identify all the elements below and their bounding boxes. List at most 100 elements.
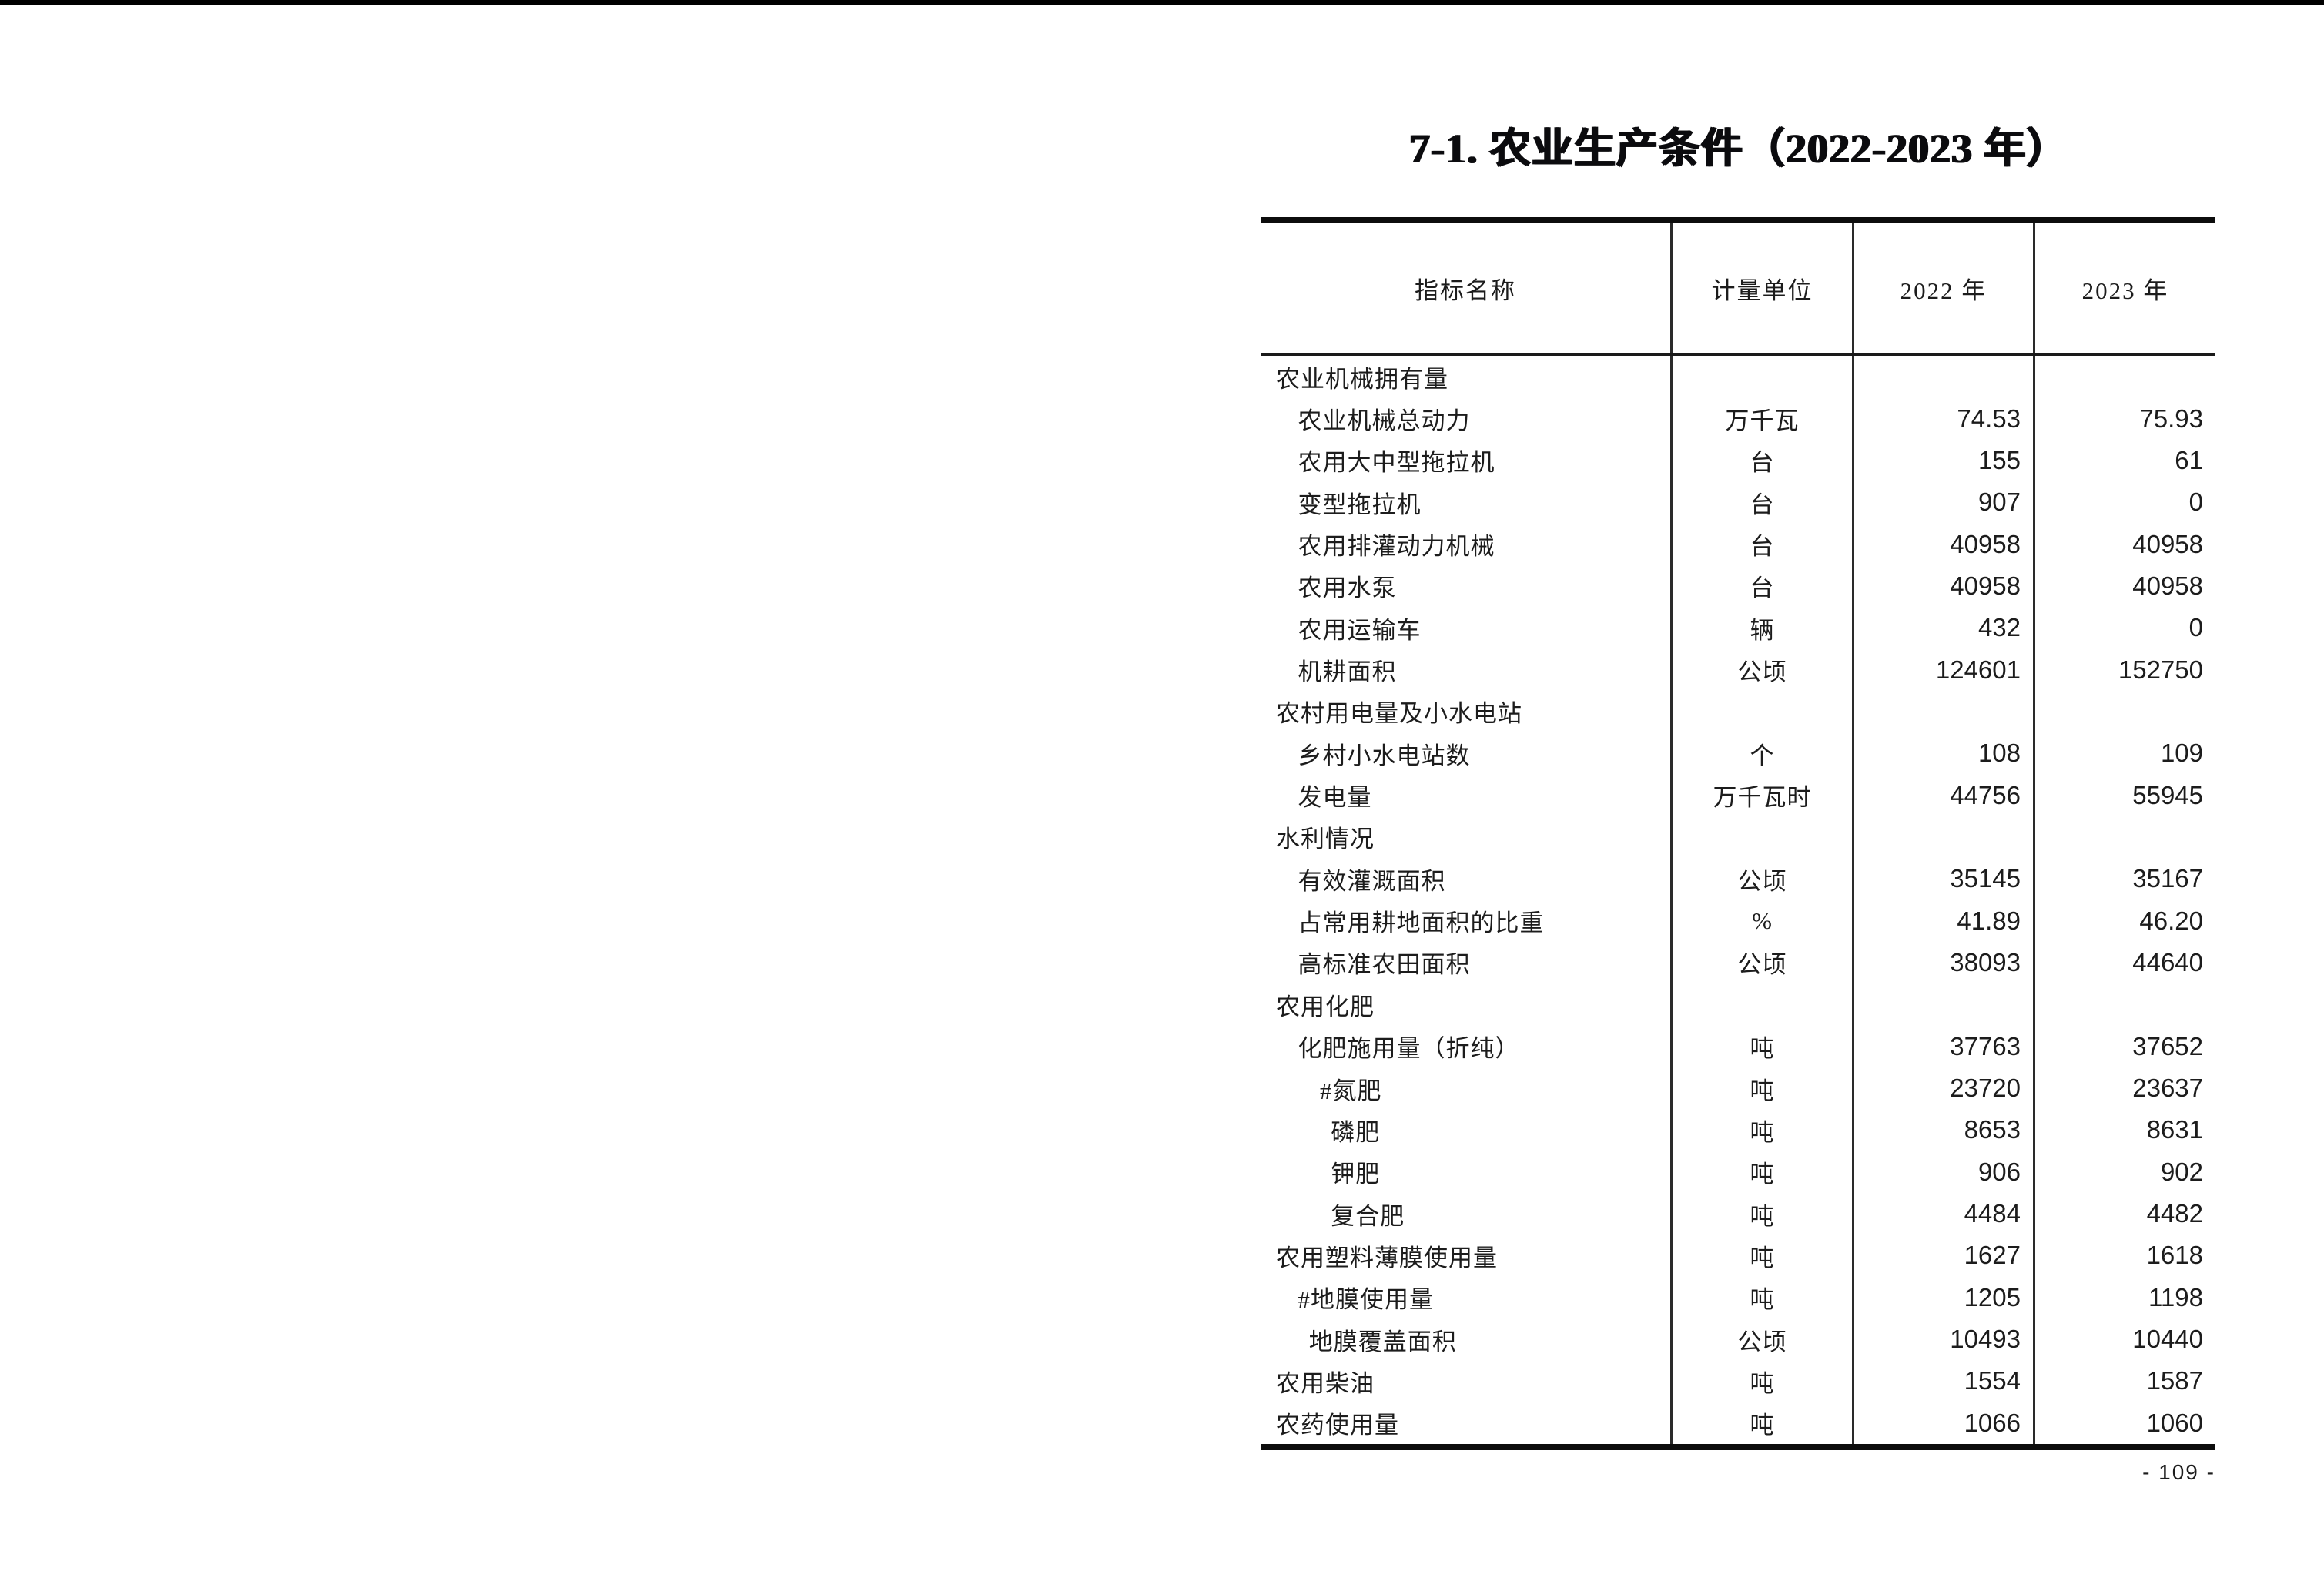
table-row: 农村用电量及小水电站	[1261, 690, 2215, 733]
row-unit: 公顷	[1673, 1318, 1854, 1361]
row-value-2022: 41.89	[1854, 900, 2035, 942]
table-row: 高标准农田面积 公顷 38093 44640	[1261, 941, 2215, 984]
row-value-2022: 1205	[1854, 1276, 2035, 1318]
row-value-2023: 902	[2160, 1157, 2203, 1186]
row-label: 变型拖拉机	[1261, 481, 1673, 524]
row-value-2022: 432	[1854, 607, 2035, 649]
row-value-2023: 109	[2160, 739, 2203, 768]
row-value-2023: 40958	[2132, 571, 2203, 600]
row-label: 农村用电量及小水电站	[1261, 690, 1673, 733]
row-label: 农用排灌动力机械	[1261, 523, 1673, 565]
row-value-2023: 37652	[2132, 1031, 2203, 1060]
stats-table: 指标名称 计量单位 2022 年 2023 年 农业机械拥有量 农业机械总动力 …	[1261, 217, 2215, 1450]
table-row: #地膜使用量 吨 1205 1198	[1261, 1276, 2215, 1318]
row-unit: 辆	[1673, 607, 1854, 649]
page-title: 7-1. 农业生产条件（2022-2023 年）	[1408, 126, 2068, 172]
row-label: 农用水泵	[1261, 565, 1673, 608]
row-label: 地膜覆盖面积	[1261, 1318, 1673, 1361]
row-value-2023: 0	[2188, 613, 2203, 642]
row-value-2022: 23720	[1854, 1067, 2035, 1110]
row-label: 农用塑料薄膜使用量	[1261, 1235, 1673, 1277]
row-unit: 公顷	[1673, 941, 1854, 984]
row-unit: 吨	[1673, 1192, 1854, 1235]
row-value-2023: 10440	[2132, 1325, 2203, 1354]
row-unit: 吨	[1673, 1151, 1854, 1193]
row-value-2023: 55945	[2132, 780, 2203, 809]
row-value-2022: 155	[1854, 439, 2035, 482]
row-value-2023: 1587	[2146, 1366, 2203, 1395]
table-body: 农业机械拥有量 农业机械总动力 万千瓦 74.53 75.93 农用大中型拖拉机…	[1261, 356, 2215, 1444]
row-value-2023: 152750	[2118, 655, 2203, 684]
table-row: #氮肥 吨 23720 23637	[1261, 1067, 2215, 1110]
row-value-2022: 8653	[1854, 1109, 2035, 1151]
row-value-2023: 75.93	[2139, 404, 2203, 433]
row-label: 乡村小水电站数	[1261, 732, 1673, 775]
header-year-2022: 2022 年	[1854, 223, 2035, 353]
row-value-2023: 40958	[2132, 529, 2203, 558]
row-label: 农用柴油	[1261, 1360, 1673, 1402]
table-row: 化肥施用量（折纯） 吨 37763 37652	[1261, 1025, 2215, 1067]
row-unit	[1673, 690, 1854, 733]
row-value-2022: 40958	[1854, 523, 2035, 565]
row-unit: 吨	[1673, 1025, 1854, 1067]
table-row: 复合肥 吨 4484 4482	[1261, 1192, 2215, 1235]
row-unit: 台	[1673, 523, 1854, 565]
row-value-2022	[1854, 356, 2035, 398]
row-unit: 万千瓦时	[1673, 774, 1854, 816]
row-value-2022: 4484	[1854, 1192, 2035, 1235]
row-label: 钾肥	[1261, 1151, 1673, 1193]
table-row: 地膜覆盖面积 公顷 10493 10440	[1261, 1318, 2215, 1361]
row-value-2022: 907	[1854, 481, 2035, 524]
row-value-2023: 0	[2188, 487, 2203, 517]
row-label: 复合肥	[1261, 1192, 1673, 1235]
row-value-2022: 37763	[1854, 1025, 2035, 1067]
row-unit: %	[1673, 900, 1854, 942]
row-value-2023	[2035, 983, 2215, 1025]
table-row: 有效灌溉面积 公顷 35145 35167	[1261, 858, 2215, 900]
table-row: 农用水泵 台 40958 40958	[1261, 565, 2215, 608]
row-value-2022: 10493	[1854, 1318, 2035, 1361]
row-value-2023	[2035, 356, 2215, 397]
table-row: 变型拖拉机 台 907 0	[1261, 481, 2215, 524]
table-row: 水利情况	[1261, 816, 2215, 859]
row-unit: 台	[1673, 439, 1854, 482]
row-label: 农业机械总动力	[1261, 397, 1673, 440]
row-unit: 个	[1673, 732, 1854, 775]
row-value-2022	[1854, 690, 2035, 733]
row-label: 高标准农田面积	[1261, 941, 1673, 984]
row-unit: 吨	[1673, 1276, 1854, 1318]
row-label: 农药使用量	[1261, 1402, 1673, 1444]
row-unit: 台	[1673, 481, 1854, 524]
table-row: 农用排灌动力机械 台 40958 40958	[1261, 523, 2215, 565]
row-label: 水利情况	[1261, 816, 1673, 859]
row-value-2022	[1854, 983, 2035, 1026]
table-row: 占常用耕地面积的比重 % 41.89 46.20	[1261, 900, 2215, 942]
table-row: 农用运输车 辆 432 0	[1261, 607, 2215, 649]
row-unit: 吨	[1673, 1067, 1854, 1110]
page-number: - 109 -	[2142, 1460, 2215, 1484]
row-value-2023	[2035, 691, 2215, 732]
row-value-2023: 1618	[2146, 1241, 2203, 1270]
row-value-2022: 74.53	[1854, 397, 2035, 440]
table-row: 发电量 万千瓦时 44756 55945	[1261, 774, 2215, 816]
row-label: #地膜使用量	[1261, 1276, 1673, 1318]
row-value-2022: 35145	[1854, 858, 2035, 900]
row-label: 机耕面积	[1261, 648, 1673, 691]
row-unit: 台	[1673, 565, 1854, 608]
table-row: 农用柴油 吨 1554 1587	[1261, 1360, 2215, 1402]
row-value-2022: 906	[1854, 1151, 2035, 1193]
row-value-2023: 4482	[2146, 1199, 2203, 1228]
row-label: 占常用耕地面积的比重	[1261, 900, 1673, 942]
header-indicator-name: 指标名称	[1261, 223, 1673, 353]
row-value-2022	[1854, 816, 2035, 859]
table-row: 农用塑料薄膜使用量 吨 1627 1618	[1261, 1235, 2215, 1277]
row-unit: 公顷	[1673, 648, 1854, 691]
row-label: 发电量	[1261, 774, 1673, 816]
row-unit	[1673, 356, 1854, 398]
table-row: 钾肥 吨 906 902	[1261, 1151, 2215, 1193]
row-unit: 万千瓦	[1673, 397, 1854, 440]
table-row: 乡村小水电站数 个 108 109	[1261, 732, 2215, 775]
row-value-2023: 8631	[2146, 1115, 2203, 1144]
row-value-2023	[2035, 816, 2215, 858]
